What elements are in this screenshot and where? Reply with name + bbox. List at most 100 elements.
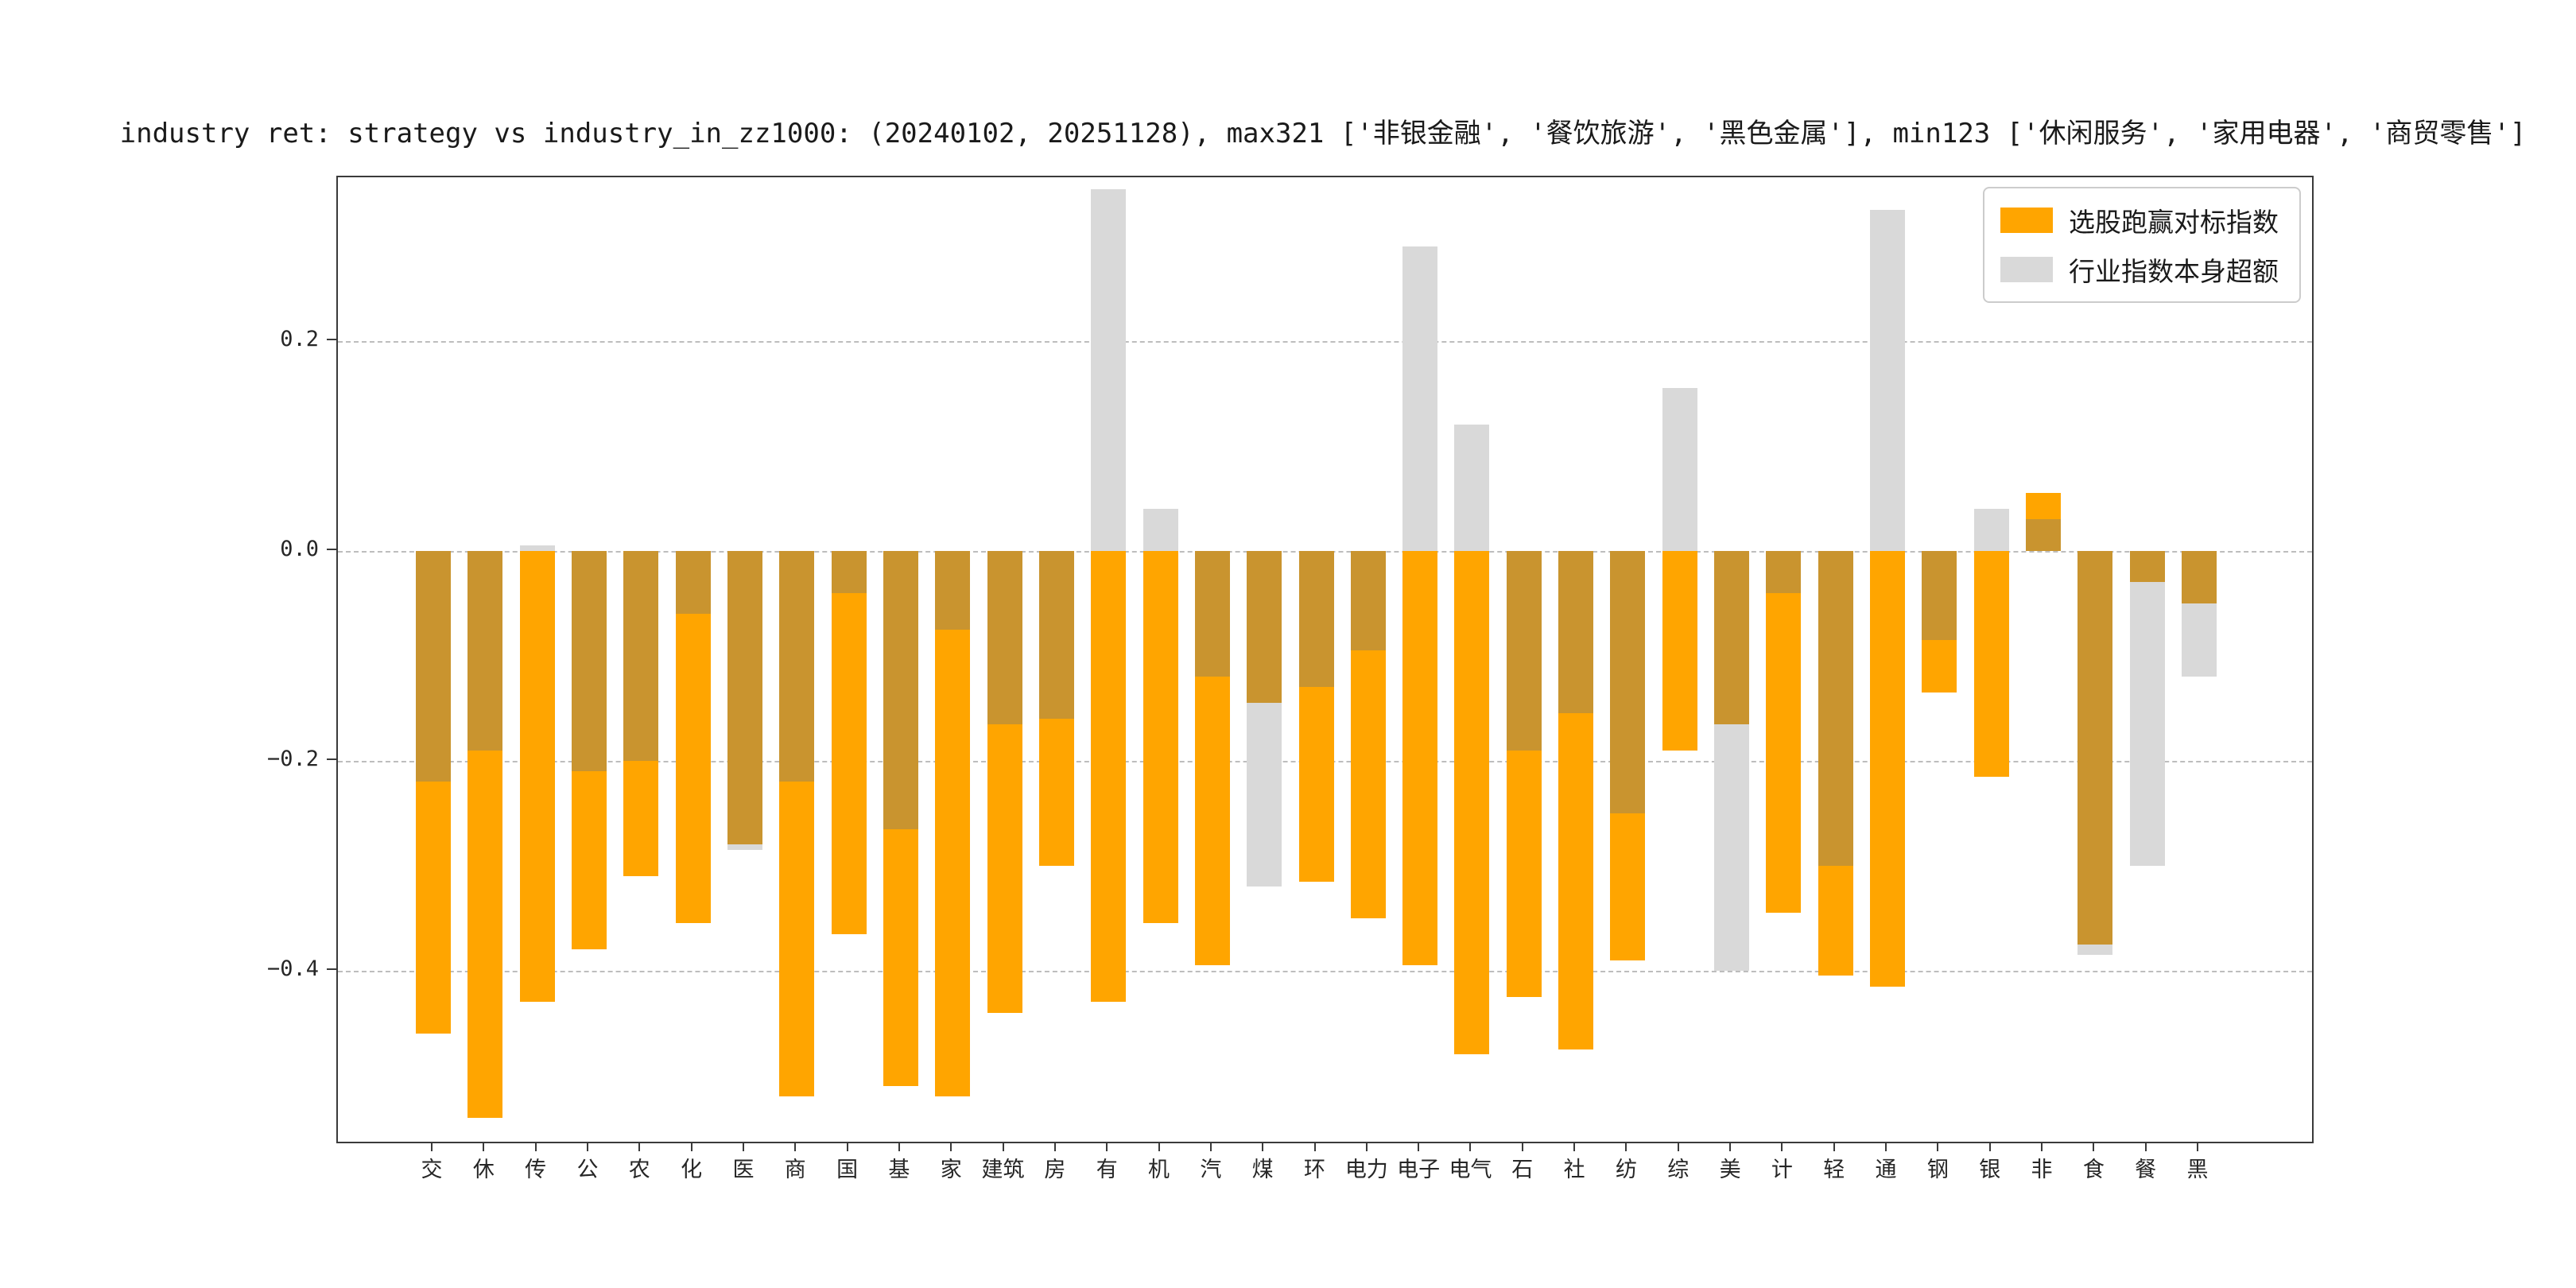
bar-industry-医 <box>727 844 762 851</box>
bar-industry-有 <box>1091 188 1127 551</box>
x-axis-tick-mark <box>1833 1142 1835 1151</box>
x-axis-tick-mark <box>1625 1142 1627 1151</box>
bar-overlap-房 <box>1038 550 1074 720</box>
bar-overlap-医 <box>727 550 762 845</box>
bar-overlap-钢 <box>1922 550 1957 641</box>
bar-strategy-非 <box>2026 493 2062 520</box>
x-axis-tick-mark <box>2041 1142 2043 1151</box>
bar-overlap-非 <box>2026 519 2062 551</box>
x-axis-tick-label: 纺 <box>1615 1158 1637 1182</box>
legend-entry-strategy: 选股跑赢对标指数 <box>2000 201 2279 239</box>
legend: 选股跑赢对标指数 行业指数本身超额 <box>1983 187 2301 303</box>
x-axis-tick-mark <box>1365 1142 1368 1151</box>
x-axis-tick-label: 交 <box>421 1158 443 1182</box>
x-axis-tick-label: 休 <box>472 1158 495 1182</box>
x-axis-tick-mark <box>1988 1142 1991 1151</box>
bar-industry-餐 <box>2129 582 2165 866</box>
x-axis-tick-label: 美 <box>1719 1158 1741 1182</box>
x-axis-tick-label: 餐 <box>2135 1158 2157 1182</box>
x-axis-tick-mark <box>1677 1142 1679 1151</box>
gridline-y <box>338 340 2312 343</box>
plot-area: 选股跑赢对标指数 行业指数本身超额 <box>336 176 2314 1143</box>
bar-strategy-计 <box>1766 592 1802 914</box>
bar-overlap-汽 <box>1194 550 1230 677</box>
bar-overlap-交 <box>416 550 451 782</box>
x-axis-tick-mark <box>1002 1142 1004 1151</box>
bar-industry-黑 <box>2182 603 2217 677</box>
x-axis-tick-mark <box>638 1142 641 1151</box>
bar-strategy-休 <box>467 750 503 1118</box>
legend-label-industry: 行业指数本身超额 <box>2069 256 2279 287</box>
x-axis-tick-mark <box>1937 1142 1939 1151</box>
x-axis-tick-mark <box>950 1142 952 1151</box>
bar-strategy-基 <box>883 828 918 1087</box>
gridline-y <box>338 970 2312 972</box>
bar-overlap-黑 <box>2182 550 2217 603</box>
x-axis-tick-label: 非 <box>2031 1158 2053 1182</box>
y-axis-tick-label: −0.4 <box>266 956 319 981</box>
bar-strategy-国 <box>831 592 867 934</box>
x-axis-tick-label: 煤 <box>1251 1158 1274 1182</box>
bar-strategy-商 <box>779 782 815 1097</box>
bar-strategy-有 <box>1091 550 1127 1003</box>
x-axis-tick-mark <box>1053 1142 1056 1151</box>
bar-overlap-环 <box>1298 550 1334 688</box>
bar-overlap-商 <box>779 550 815 782</box>
y-axis-tick-label: 0.0 <box>280 536 319 561</box>
bar-strategy-家 <box>935 629 971 1097</box>
x-axis-tick-label: 电气 <box>1449 1158 1492 1182</box>
legend-swatch-strategy-orange <box>2000 208 2053 233</box>
y-axis-tick-mark <box>327 758 336 760</box>
bar-strategy-交 <box>416 782 451 1034</box>
bar-strategy-机 <box>1143 550 1178 924</box>
x-axis-tick-label: 基 <box>888 1158 910 1182</box>
bar-industry-传 <box>519 545 555 551</box>
x-axis-tick-label: 环 <box>1304 1158 1325 1182</box>
x-axis-tick-mark <box>1262 1142 1264 1151</box>
legend-entry-industry: 行业指数本身超额 <box>2000 250 2279 289</box>
bar-industry-煤 <box>1247 703 1282 887</box>
bar-strategy-传 <box>519 550 555 1003</box>
x-axis-tick-label: 机 <box>1148 1158 1170 1182</box>
x-axis-tick-mark <box>1729 1142 1732 1151</box>
bar-overlap-社 <box>1558 550 1594 714</box>
x-axis-tick-label: 国 <box>836 1158 859 1182</box>
bar-overlap-休 <box>467 550 503 751</box>
x-axis-tick-mark <box>690 1142 692 1151</box>
y-axis-tick-mark <box>327 548 336 550</box>
x-axis-tick-label: 商 <box>784 1158 806 1182</box>
bar-strategy-汽 <box>1194 677 1230 966</box>
x-axis-tick-mark <box>586 1142 588 1151</box>
bar-overlap-美 <box>1714 550 1750 724</box>
x-axis-tick-label: 汽 <box>1200 1158 1222 1182</box>
x-axis-tick-mark <box>794 1142 797 1151</box>
legend-swatch-industry-gray <box>2000 257 2053 282</box>
bar-industry-通 <box>1870 209 1906 551</box>
bar-overlap-国 <box>831 550 867 593</box>
bar-industry-银 <box>1973 509 2009 551</box>
x-axis-tick-label: 建筑 <box>981 1158 1025 1182</box>
bar-overlap-轻 <box>1818 550 1853 866</box>
x-axis-tick-mark <box>431 1142 433 1151</box>
bar-overlap-石 <box>1506 550 1542 751</box>
x-axis-tick-label: 有 <box>1096 1158 1118 1182</box>
bar-strategy-社 <box>1558 713 1594 1049</box>
x-axis-tick-label: 食 <box>2082 1158 2105 1182</box>
x-axis-tick-mark <box>1313 1142 1316 1151</box>
x-axis-tick-mark <box>846 1142 848 1151</box>
bar-overlap-纺 <box>1610 550 1646 813</box>
bar-strategy-纺 <box>1610 813 1646 960</box>
x-axis-tick-label: 电力 <box>1344 1158 1388 1182</box>
bar-overlap-食 <box>2077 550 2113 945</box>
x-axis-tick-label: 农 <box>628 1158 650 1182</box>
bar-overlap-基 <box>883 550 918 829</box>
bar-industry-机 <box>1143 509 1178 551</box>
x-axis-tick-label: 轻 <box>1823 1158 1845 1182</box>
bar-strategy-综 <box>1662 550 1697 751</box>
bar-strategy-电气 <box>1454 550 1490 1055</box>
x-axis-tick-label: 社 <box>1563 1158 1585 1182</box>
x-axis-tick-mark <box>1418 1142 1420 1151</box>
bar-overlap-公 <box>571 550 607 772</box>
bar-strategy-房 <box>1038 719 1074 866</box>
